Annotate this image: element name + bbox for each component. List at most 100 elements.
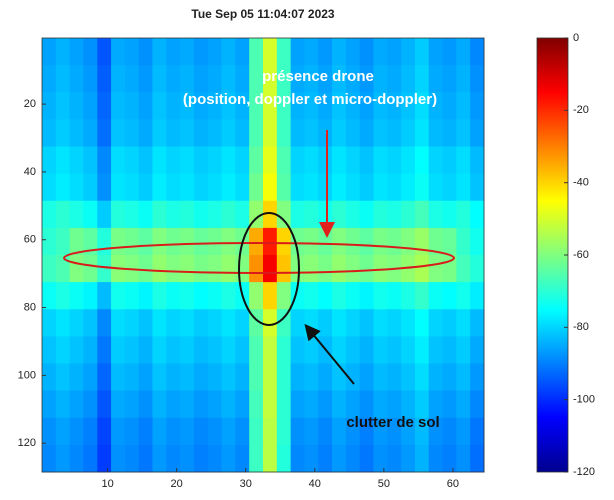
heatmap-cell — [359, 336, 374, 364]
heatmap-cell — [414, 255, 430, 283]
heatmap-cell — [373, 173, 388, 202]
heatmap-cell — [124, 227, 140, 256]
heatmap-cell — [387, 65, 402, 93]
colorbar-tick-label: -80 — [573, 321, 589, 333]
heatmap-cell — [470, 363, 485, 392]
heatmap-cell — [138, 173, 153, 202]
heatmap-cell — [318, 309, 333, 337]
heatmap-cell — [207, 309, 223, 337]
heatmap-cell — [152, 227, 167, 256]
heatmap-cell — [290, 282, 305, 310]
heatmap-cell — [42, 38, 57, 66]
heatmap-cell — [345, 146, 361, 175]
heatmap-cell — [152, 92, 167, 120]
heatmap-cell — [401, 200, 416, 229]
heatmap-cell — [55, 200, 71, 229]
heatmap-cell — [180, 65, 195, 93]
y-tick-label: 40 — [24, 166, 36, 178]
heatmap-cell — [193, 38, 209, 66]
heatmap-cell — [138, 92, 153, 120]
heatmap-cell — [263, 65, 278, 93]
heatmap-cell — [345, 336, 361, 364]
heatmap-cell — [235, 417, 250, 446]
heatmap-cell — [249, 173, 264, 202]
heatmap-cell — [470, 173, 485, 202]
heatmap-cell — [442, 417, 457, 446]
heatmap-cell — [304, 38, 319, 66]
y-tick-label: 20 — [24, 98, 36, 110]
heatmap-cell — [470, 65, 485, 93]
heatmap-cell — [69, 309, 84, 337]
heatmap-cell — [55, 146, 71, 175]
heatmap-cell — [456, 336, 471, 364]
heatmap-cell — [345, 227, 361, 256]
heatmap-cell — [138, 119, 153, 147]
heatmap-cell — [263, 146, 278, 175]
heatmap-cell — [83, 200, 98, 229]
heatmap-cell — [332, 65, 347, 93]
drone-ellipse — [63, 242, 455, 274]
heatmap-cell — [359, 173, 374, 202]
heatmap-cell — [263, 444, 278, 473]
heatmap-cell — [83, 336, 98, 364]
heatmap-cell — [193, 92, 209, 120]
heatmap-cell — [373, 444, 388, 473]
heatmap-cell — [235, 390, 250, 419]
heatmap-cell — [276, 282, 292, 310]
heatmap-cell — [401, 336, 416, 364]
heatmap-cell — [428, 200, 444, 229]
heatmap-cell — [166, 336, 181, 364]
heatmap-cell — [428, 363, 444, 392]
heatmap-cell — [401, 444, 416, 473]
heatmap-cell — [359, 444, 374, 473]
heatmap-cell — [318, 200, 333, 229]
heatmap-cell — [138, 444, 153, 473]
heatmap-cell — [193, 119, 209, 147]
heatmap-cell — [428, 309, 444, 337]
heatmap-cell — [318, 65, 333, 93]
heatmap-cell — [373, 282, 388, 310]
heatmap-cell — [263, 255, 278, 283]
heatmap-cell — [470, 227, 485, 256]
heatmap-cell — [83, 65, 98, 93]
heatmap-cell — [97, 390, 112, 419]
heatmap-cell — [152, 282, 167, 310]
heatmap-cell — [249, 417, 264, 446]
heatmap-cell — [359, 390, 374, 419]
heatmap-cell — [387, 92, 402, 120]
heatmap-cell — [428, 92, 444, 120]
heatmap-cell — [193, 390, 209, 419]
colorbar-tick-label: -40 — [573, 177, 589, 189]
heatmap-cell — [180, 363, 195, 392]
heatmap-cell — [138, 390, 153, 419]
heatmap-cell — [180, 417, 195, 446]
heatmap-cell — [332, 390, 347, 419]
heatmap-cell — [456, 200, 471, 229]
heatmap-cell — [235, 255, 250, 283]
heatmap-cell — [276, 173, 292, 202]
heatmap-cell — [111, 92, 126, 120]
heatmap-cell — [387, 173, 402, 202]
heatmap-cell — [124, 282, 140, 310]
heatmap-cell — [414, 200, 430, 229]
heatmap-cell — [42, 336, 57, 364]
heatmap-cell — [290, 38, 305, 66]
heatmap-cell — [166, 255, 181, 283]
heatmap-cell — [359, 92, 374, 120]
heatmap-cell — [470, 336, 485, 364]
heatmap-cell — [111, 336, 126, 364]
heatmap-cell — [111, 390, 126, 419]
heatmap-cell — [470, 38, 485, 66]
heatmap-cell — [373, 92, 388, 120]
heatmap-cell — [235, 363, 250, 392]
heatmap-cell — [124, 92, 140, 120]
heatmap-cell — [42, 119, 57, 147]
annotation: clutter de sol — [346, 414, 439, 431]
heatmap-cell — [207, 38, 223, 66]
heatmap-cell — [166, 65, 181, 93]
heatmap-cell — [332, 119, 347, 147]
heatmap-cell — [166, 146, 181, 175]
heatmap-cell — [290, 417, 305, 446]
heatmap-cell — [152, 444, 167, 473]
heatmap-cell — [55, 444, 71, 473]
